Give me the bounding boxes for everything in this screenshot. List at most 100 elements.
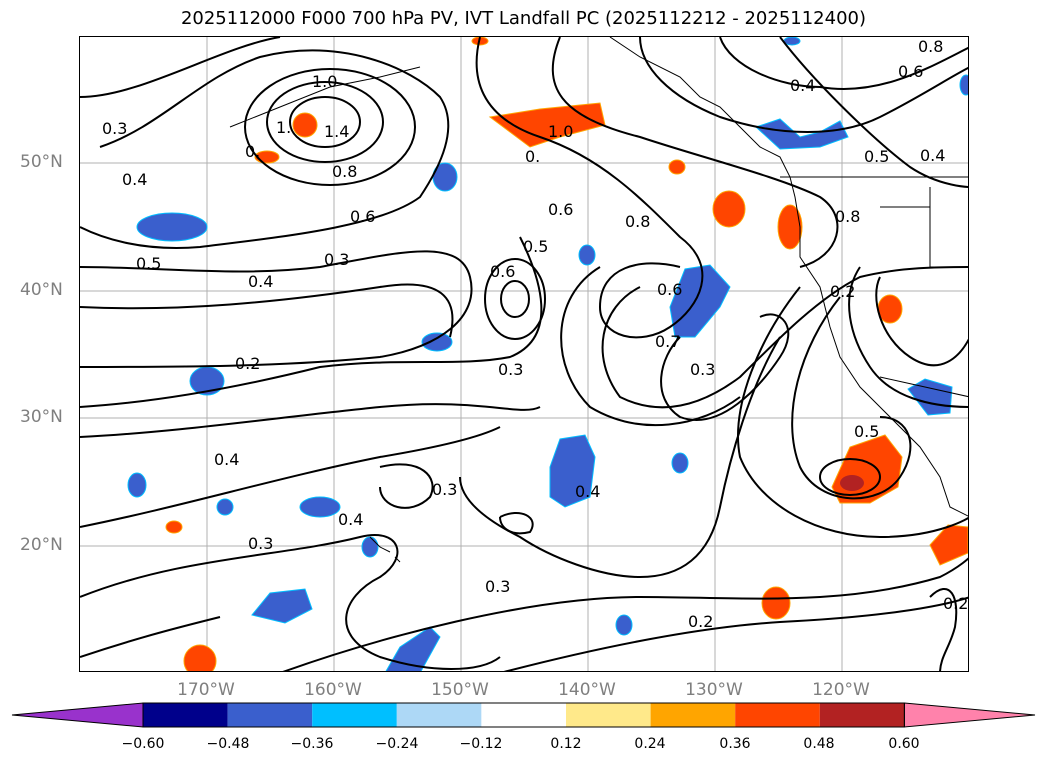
- lat-label-40n: 40°N: [20, 280, 63, 300]
- neg-blob: [385, 626, 441, 671]
- pos-blob: [777, 204, 803, 250]
- contour-label: 0.6: [898, 62, 923, 81]
- colorbar-segment: [312, 703, 397, 727]
- contour-label: 0.8: [835, 207, 860, 226]
- contour-label: 1.0: [548, 122, 573, 141]
- pos-blob: [712, 190, 746, 228]
- state-borders: [880, 187, 968, 268]
- colorbar-tick: −0.48: [206, 736, 250, 752]
- contour-label: 0.4: [122, 170, 147, 189]
- contour-label: 0.3: [324, 250, 349, 269]
- aleutians: [229, 66, 421, 128]
- colorbar-tick: 0.36: [719, 736, 751, 752]
- colorbar-tick: 0.24: [634, 736, 666, 752]
- pv-contour: [929, 587, 958, 671]
- contour-label: 0.3: [102, 119, 127, 138]
- contour-label: 0.5: [523, 237, 548, 256]
- contour-label: 0.3: [498, 360, 523, 379]
- colorbar-segment: [819, 703, 905, 727]
- contour-label: 1.: [276, 118, 291, 137]
- contour-label: 0.4: [920, 146, 945, 165]
- colorbar-tick: 0.60: [888, 736, 920, 752]
- contour-label: 0.2: [688, 612, 713, 631]
- lon-label-160w: 160°W: [304, 680, 362, 700]
- colorbar-extend-high: [903, 702, 1036, 728]
- contour-label: 0.6: [548, 200, 573, 219]
- na-coast: [609, 37, 968, 517]
- pv-contour: [719, 37, 968, 90]
- neg-blob: [127, 472, 147, 498]
- pv-contour: [80, 403, 541, 438]
- map-title: 2025112000 F000 700 hPa PV, IVT Landfall…: [180, 8, 867, 29]
- neg-blob: [615, 614, 633, 636]
- pv-contour: [475, 37, 704, 339]
- pv-contour: [500, 280, 530, 318]
- colorbar-tick: 0.12: [550, 736, 582, 752]
- pv-contour: [639, 37, 968, 133]
- pv-contour: [499, 512, 534, 535]
- pv-contour: [737, 286, 968, 539]
- contour-label: 0.4: [790, 76, 815, 95]
- pv-contour: [779, 37, 968, 188]
- map-svg: 1.0 1.4 1. 0. 0.3 0.4 0.8 0.6 0.5 0.4 0.…: [80, 37, 968, 671]
- pv-contour: [503, 596, 968, 671]
- contour-label: 0.6: [350, 207, 375, 226]
- pos-blob-core: [840, 475, 864, 491]
- colorbar-tick: 0.48: [803, 736, 835, 752]
- neg-blob: [299, 496, 341, 518]
- neg-blob: [671, 452, 689, 474]
- pv-contour: [379, 463, 434, 509]
- pos-blob: [761, 586, 791, 620]
- neg-blob: [216, 498, 234, 516]
- pos-blob: [183, 644, 217, 671]
- contour-label: 0.2: [235, 354, 260, 373]
- lon-label-140w: 140°W: [558, 680, 616, 700]
- neg-blob: [251, 588, 313, 624]
- pv-contour: [80, 250, 473, 368]
- pv-contour: [819, 458, 881, 496]
- colorbar-segment: [650, 703, 736, 727]
- pv-contour: [601, 266, 968, 409]
- contour-label: 0.3: [485, 577, 510, 596]
- pv-contour: [80, 534, 501, 670]
- coastlines: [229, 37, 968, 563]
- neg-blob: [549, 434, 596, 508]
- contour-label: 0.3: [690, 360, 715, 379]
- graticule: [80, 37, 968, 671]
- contour-label: 0.6: [490, 262, 515, 281]
- border-us-mexico: [879, 376, 968, 398]
- colorbar: [11, 702, 1036, 728]
- neg-blob: [421, 332, 453, 352]
- colorbar-tick: −0.60: [121, 736, 165, 752]
- pv-contour: [791, 296, 912, 500]
- neg-blob: [959, 74, 968, 96]
- neg-blob: [361, 536, 379, 558]
- pos-blob: [292, 112, 318, 138]
- pos-blob: [165, 520, 183, 534]
- pv-contour: [289, 96, 361, 148]
- pv-contours: [80, 37, 968, 671]
- map-panel: 1.0 1.4 1. 0. 0.3 0.4 0.8 0.6 0.5 0.4 0.…: [79, 36, 969, 672]
- contour-label: 0.8: [625, 212, 650, 231]
- colorbar-segment: [481, 703, 566, 727]
- contour-label: 0.4: [248, 272, 273, 291]
- pos-blob: [488, 102, 606, 148]
- colorbar-segment: [143, 703, 228, 727]
- contour-labels: 1.0 1.4 1. 0. 0.3 0.4 0.8 0.6 0.5 0.4 0.…: [102, 37, 968, 631]
- lat-label-30n: 30°N: [20, 407, 63, 427]
- contour-label: 0.5: [136, 254, 161, 273]
- pv-contour: [80, 283, 454, 338]
- lon-label-150w: 150°W: [431, 680, 489, 700]
- lat-label-20n: 20°N: [20, 535, 63, 555]
- pv-contour: [266, 81, 384, 163]
- colorbar-segment: [566, 703, 651, 727]
- contour-label: 0.5: [854, 422, 879, 441]
- contour-label: 0.4: [338, 510, 363, 529]
- contour-label: 0.3: [248, 534, 273, 553]
- shaded-anomalies: [127, 37, 968, 671]
- lon-label-170w: 170°W: [177, 680, 235, 700]
- pv-contour: [875, 276, 968, 367]
- lat-label-50n: 50°N: [20, 152, 63, 172]
- contour-label: 0.8: [332, 162, 357, 181]
- contour-label: 0.: [245, 142, 260, 161]
